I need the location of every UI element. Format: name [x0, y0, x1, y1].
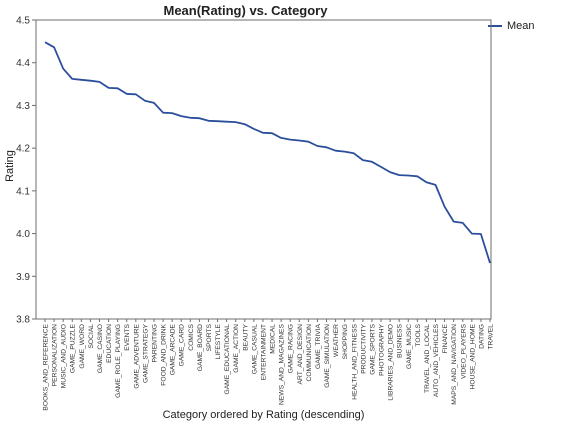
- legend-swatch: [488, 25, 502, 27]
- x-tick-label: MUSIC_AND_AUDIO: [61, 324, 68, 388]
- y-tick-label: 4.2: [16, 144, 30, 155]
- x-tick-label: GAME_WORD: [79, 324, 86, 369]
- x-tick-label: PRODUCTIVITY: [360, 323, 367, 373]
- x-tick-label: EVENTS: [124, 323, 131, 350]
- x-tick-label: SOCIAL: [88, 324, 95, 349]
- x-tick-label: GAME_CASUAL: [251, 324, 258, 374]
- x-tick-label: LIFESTYLE: [215, 323, 222, 359]
- x-tick-label: PHOTOGRAPHY: [379, 323, 386, 375]
- x-tick-label: TRAVEL: [488, 324, 495, 350]
- x-tick-label: PERSONALIZATION: [52, 324, 59, 386]
- x-tick-label: TRAVEL_AND_LOCAL: [424, 324, 431, 393]
- x-tick-label: ENTERTAINMENT: [260, 324, 267, 380]
- x-tick-label: GAME_EDUCATIONAL: [224, 324, 231, 395]
- x-tick-label: COMICS: [188, 323, 195, 350]
- x-tick-label: WEATHER: [333, 324, 340, 357]
- x-tick-label: GAME_BOARD: [197, 324, 204, 371]
- x-tick-label: GAME_CARD: [179, 324, 186, 367]
- legend-label: Mean: [507, 20, 535, 32]
- y-tick-label: 4.0: [16, 229, 30, 240]
- y-tick-label: 3.8: [16, 315, 30, 326]
- x-tick-label: GAME_PUZZLE: [70, 323, 77, 373]
- x-tick-label: GAME_STRATEGY: [142, 323, 149, 382]
- x-axis-title: Category ordered by Rating (descending): [162, 409, 365, 421]
- x-tick-label: SPORTS: [206, 323, 213, 351]
- x-tick-label: GAME_SIMULATION: [324, 324, 331, 388]
- y-axis: 3.8 3.9 4.0 4.1 4.2 4.3 4.4 4.5: [16, 16, 36, 326]
- series-line-mean[interactable]: [44, 41, 491, 264]
- x-axis: BOOKS_AND_REFERENCE PERSONALIZATION MUSIC_…: [43, 319, 495, 411]
- plot-frame: [35, 19, 492, 320]
- x-tick-label: VIDEO_PLAYERS: [460, 323, 467, 378]
- x-tick-label: MAPS_AND_NAVIGATION: [451, 324, 458, 405]
- y-tick-label: 4.3: [16, 101, 30, 112]
- x-tick-label: FINANCE: [442, 323, 449, 353]
- y-tick-label: 4.5: [16, 16, 30, 27]
- x-tick-label: GAME_TRIVIA: [315, 323, 322, 369]
- x-tick-label: SHOPPING: [342, 324, 349, 359]
- x-tick-label: FOOD_AND_DRINK: [161, 323, 168, 385]
- x-tick-label: GAME_SPORTS: [369, 323, 376, 374]
- x-tick-label: DATING: [478, 324, 485, 349]
- x-tick-label: GAME_ACTION: [233, 324, 240, 373]
- x-tick-label: ART_AND_DESIGN: [297, 324, 304, 385]
- x-tick-label: PARENTING: [151, 324, 158, 363]
- x-tick-label: HOUSE_AND_HOME: [469, 323, 476, 389]
- x-tick-label: GAME_MUSIC: [406, 324, 413, 369]
- x-tick-label: GAME_CASINO: [97, 324, 104, 373]
- x-tick-label: BEAUTY: [242, 323, 249, 350]
- x-tick-label: HEALTH_AND_FITNESS: [351, 323, 358, 399]
- x-tick-label: NEWS_AND_MAGAZINES: [279, 323, 286, 405]
- x-tick-label: EDUCATION: [106, 324, 113, 363]
- y-tick-label: 4.1: [16, 186, 30, 197]
- x-tick-label: GAME_ARCADE: [170, 323, 177, 375]
- x-tick-label: AUTO_AND_VEHICLES: [433, 323, 440, 397]
- x-tick-label: COMMUNICATION: [306, 324, 313, 382]
- legend[interactable]: Mean: [488, 20, 535, 32]
- x-tick-label: BUSINESS: [397, 323, 404, 357]
- x-tick-label: TOOLS: [415, 323, 422, 346]
- x-tick-label: MEDICAL: [270, 324, 277, 354]
- x-tick-label: LIBRARIES_AND_DEMO: [388, 324, 395, 401]
- y-tick-label: 3.9: [16, 272, 30, 283]
- x-tick-label: BOOKS_AND_REFERENCE: [43, 323, 50, 410]
- x-tick-label: GAME_ADVENTURE: [133, 323, 140, 388]
- y-tick-label: 4.4: [16, 58, 30, 69]
- chart-title: Mean(Rating) vs. Category: [163, 3, 328, 18]
- x-tick-label: GAME_RACING: [288, 324, 295, 373]
- x-tick-label: GAME_ROLE_PLAYING: [115, 324, 122, 398]
